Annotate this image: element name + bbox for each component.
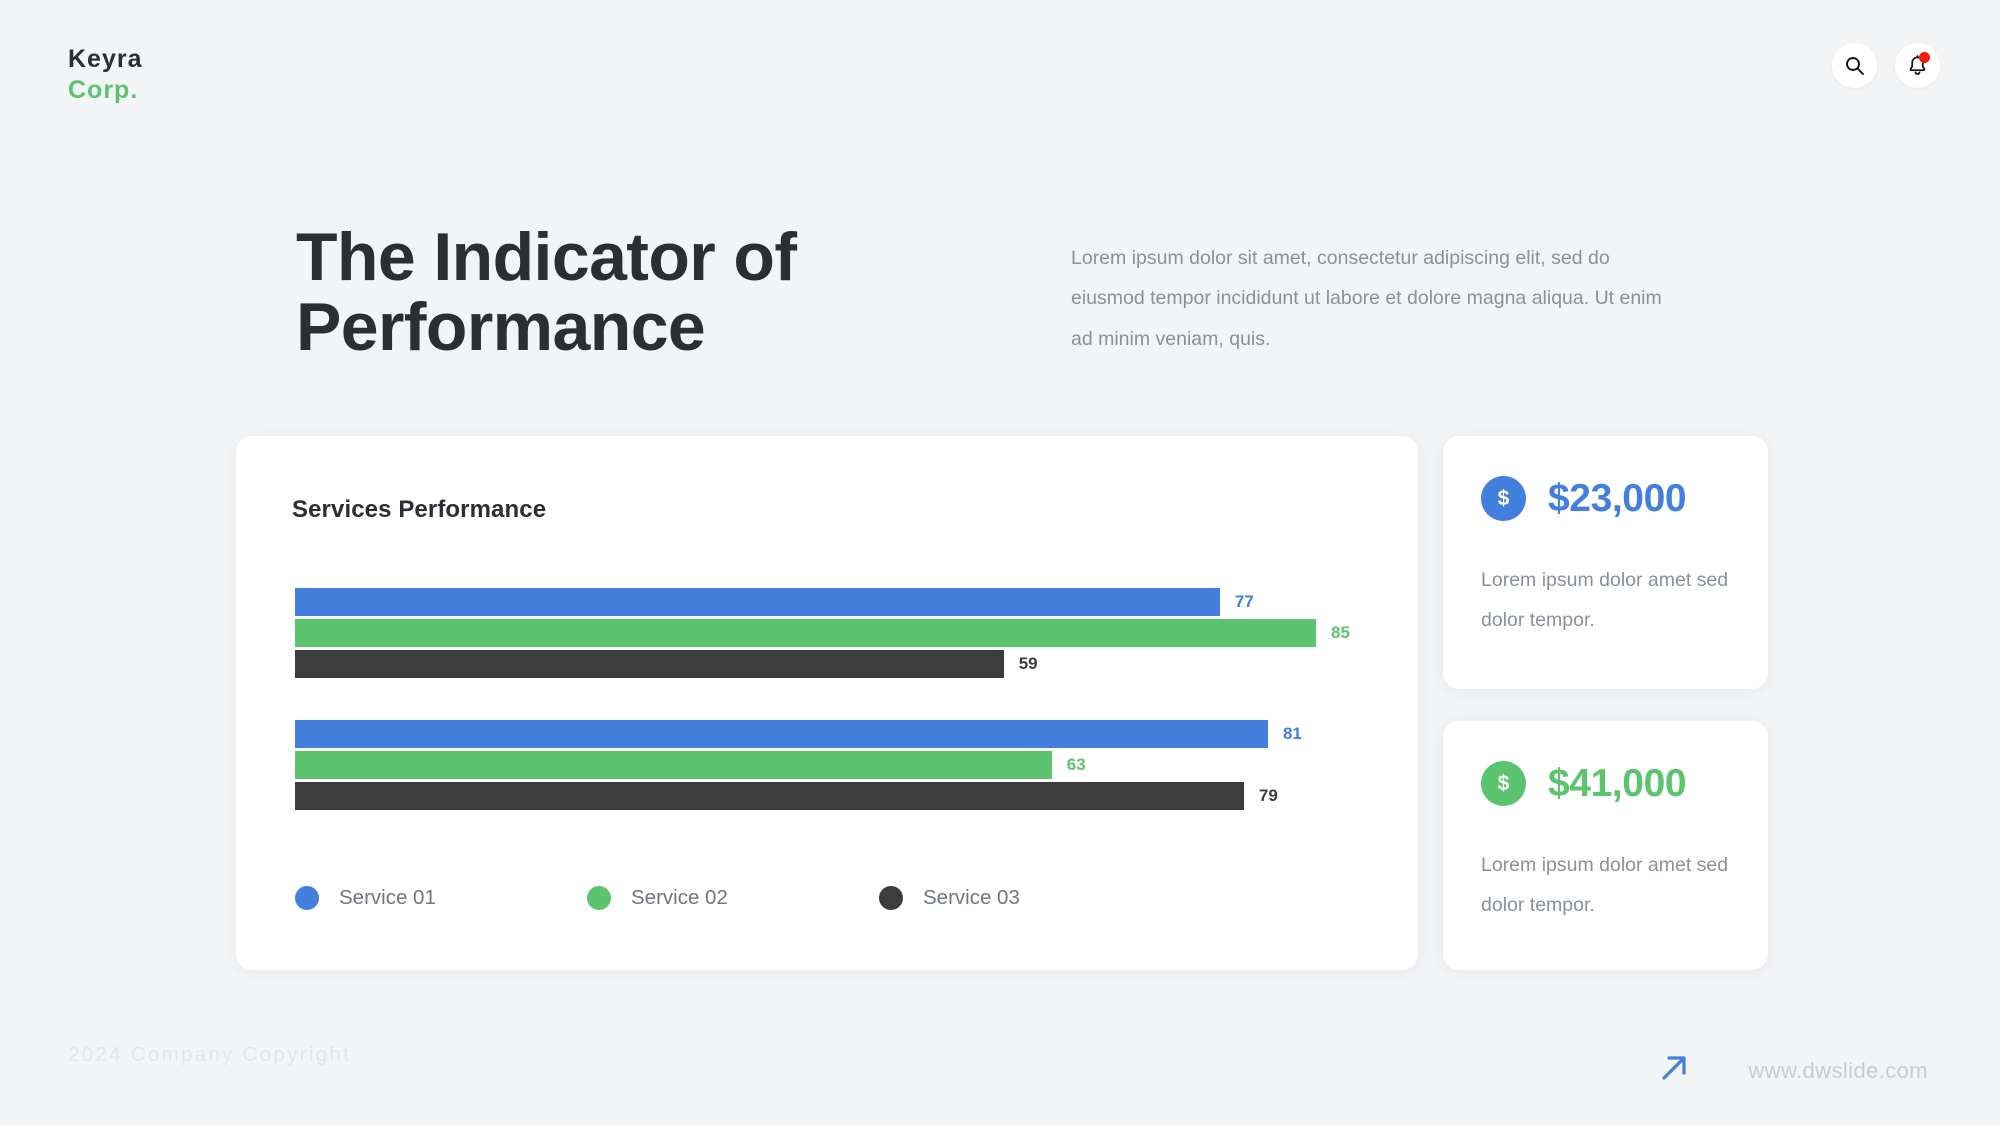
stat-description: Lorem ipsum dolor amet sed dolor tempor. [1481,569,1729,631]
bar-value-label: 85 [1331,623,1350,642]
legend-item[interactable]: Service 02 [587,886,879,910]
legend-label: Service 01 [339,886,436,909]
bar-group: 77 85 59 [295,588,1375,678]
header-actions [1832,43,1940,88]
brand-logo: Keyra Corp. [68,44,143,105]
footer-website-link[interactable]: www.dwslide.com [1658,1052,1928,1089]
brand-name-primary: Keyra [68,45,143,73]
bar-row[interactable]: 85 [295,619,1375,647]
bar-row[interactable]: 79 [295,782,1375,810]
chart-legend: Service 01 Service 02 Service 03 [295,886,1171,910]
legend-color-swatch [587,886,611,910]
notification-badge [1919,52,1930,63]
legend-item[interactable]: Service 03 [879,886,1171,910]
bar-fill [295,720,1268,748]
stat-card-header: $ $23,000 [1443,436,1768,521]
bar-fill [295,650,1004,678]
bar-value-label: 77 [1234,592,1254,611]
stat-card: $ $23,000 Lorem ipsum dolor amet sed dol… [1443,436,1768,689]
bar-value-label: 79 [1258,786,1278,805]
intro-paragraph: Lorem ipsum dolor sit amet, consectetur … [1071,246,1662,350]
stat-amount: $23,000 [1548,476,1687,520]
stat-card-header: $ $41,000 [1443,721,1768,806]
footer-copyright: 2024 Company Copyright [68,1043,352,1066]
bar-fill [295,751,1052,779]
page-title: The Indicator of Performance [296,218,797,366]
dollar-icon: $ [1481,761,1526,806]
bar-row[interactable]: 59 [295,650,1375,678]
stat-card: $ $41,000 Lorem ipsum dolor amet sed dol… [1443,721,1768,970]
search-icon [1845,56,1864,75]
bar-value-label: 81 [1282,724,1302,743]
bar-fill [295,619,1316,647]
bar-chart: 77 85 59 81 63 79 [295,588,1375,810]
bar-row[interactable]: 81 [295,720,1375,748]
notifications-button[interactable] [1895,43,1940,88]
bar-fill [295,782,1244,810]
brand-name-secondary: Corp. [68,75,139,104]
legend-color-swatch [295,886,319,910]
search-button[interactable] [1832,43,1877,88]
legend-label: Service 03 [923,886,1020,909]
bar-fill [295,588,1220,616]
dollar-icon: $ [1481,476,1526,521]
services-performance-card: Services Performance 77 85 59 81 63 79 Servic… [236,436,1418,970]
stat-amount: $41,000 [1548,761,1687,805]
legend-color-swatch [879,886,903,910]
legend-label: Service 02 [631,886,728,909]
footer-url-text: www.dwslide.com [1748,1057,1928,1083]
bar-value-label: 63 [1066,755,1086,774]
bar-group: 81 63 79 [295,720,1375,810]
bar-row[interactable]: 77 [295,588,1375,616]
stat-description: Lorem ipsum dolor amet sed dolor tempor. [1481,854,1729,916]
arrow-up-right-icon [1658,1052,1690,1089]
chart-title: Services Performance [292,496,547,523]
bar-value-label: 59 [1018,654,1038,673]
legend-item[interactable]: Service 01 [295,886,587,910]
bar-row[interactable]: 63 [295,751,1375,779]
